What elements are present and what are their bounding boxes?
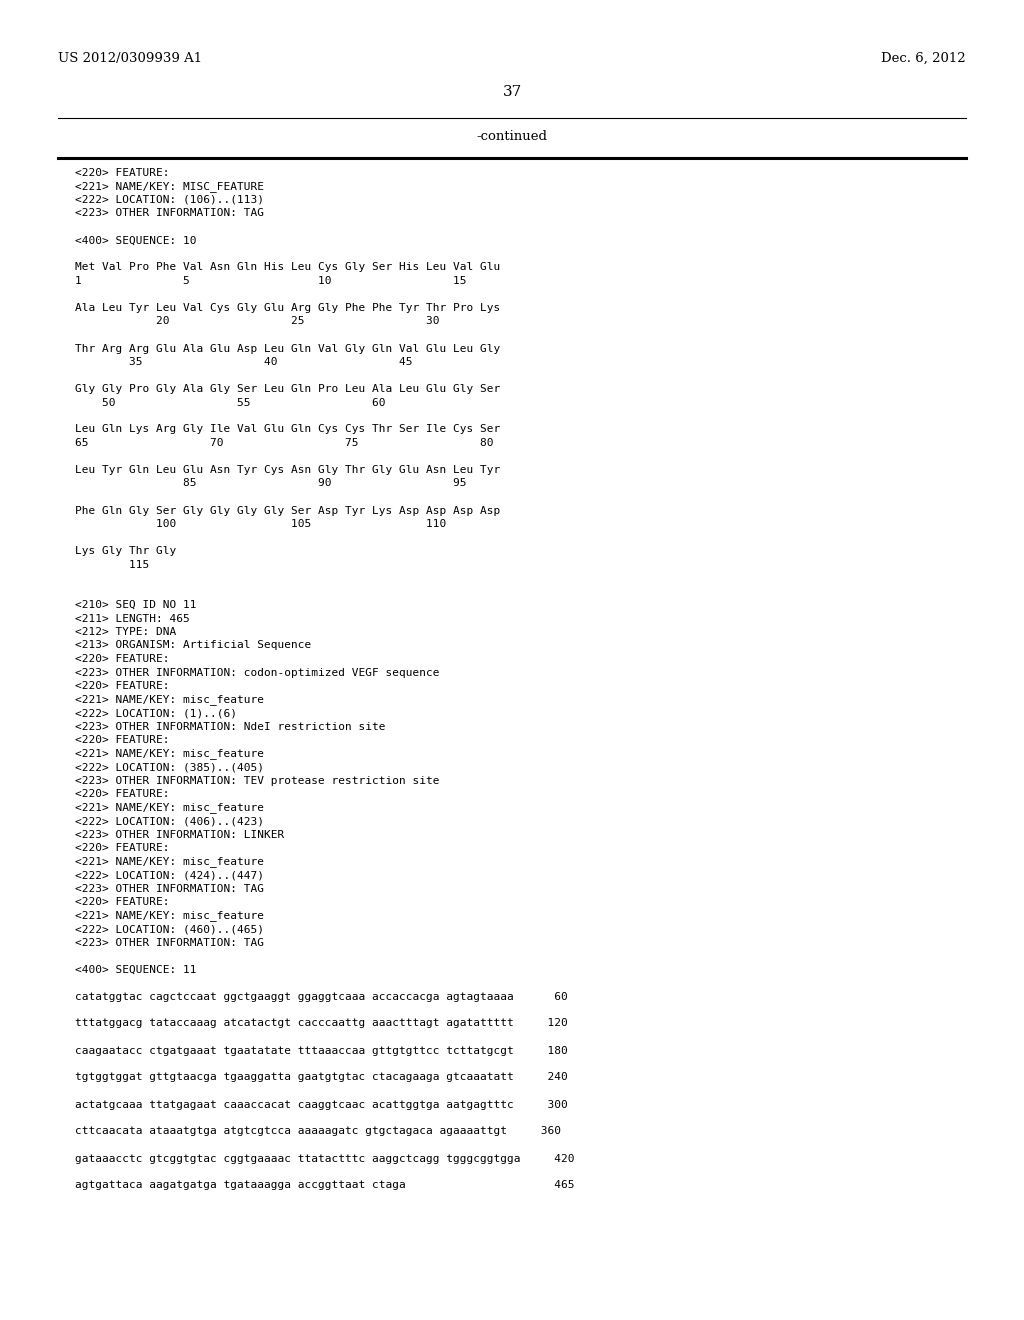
Text: <223> OTHER INFORMATION: TEV protease restriction site: <223> OTHER INFORMATION: TEV protease re… [75, 776, 439, 785]
Text: <221> NAME/KEY: misc_feature: <221> NAME/KEY: misc_feature [75, 857, 264, 867]
Text: agtgattaca aagatgatga tgataaagga accggttaat ctaga                      465: agtgattaca aagatgatga tgataaagga accggtt… [75, 1180, 574, 1191]
Text: <221> NAME/KEY: MISC_FEATURE: <221> NAME/KEY: MISC_FEATURE [75, 181, 264, 193]
Text: <211> LENGTH: 465: <211> LENGTH: 465 [75, 614, 189, 623]
Text: -continued: -continued [476, 129, 548, 143]
Text: actatgcaaa ttatgagaat caaaccacat caaggtcaac acattggtga aatgagtttc     300: actatgcaaa ttatgagaat caaaccacat caaggtc… [75, 1100, 567, 1110]
Text: <221> NAME/KEY: misc_feature: <221> NAME/KEY: misc_feature [75, 803, 264, 813]
Text: <221> NAME/KEY: misc_feature: <221> NAME/KEY: misc_feature [75, 911, 264, 921]
Text: <223> OTHER INFORMATION: TAG: <223> OTHER INFORMATION: TAG [75, 937, 264, 948]
Text: Met Val Pro Phe Val Asn Gln His Leu Cys Gly Ser His Leu Val Glu: Met Val Pro Phe Val Asn Gln His Leu Cys … [75, 263, 501, 272]
Text: 50                  55                  60: 50 55 60 [75, 397, 385, 408]
Text: US 2012/0309939 A1: US 2012/0309939 A1 [58, 51, 202, 65]
Text: <400> SEQUENCE: 10: <400> SEQUENCE: 10 [75, 235, 197, 246]
Text: 1               5                   10                  15: 1 5 10 15 [75, 276, 467, 286]
Text: Gly Gly Pro Gly Ala Gly Ser Leu Gln Pro Leu Ala Leu Glu Gly Ser: Gly Gly Pro Gly Ala Gly Ser Leu Gln Pro … [75, 384, 501, 393]
Text: 35                  40                  45: 35 40 45 [75, 356, 413, 367]
Text: <210> SEQ ID NO 11: <210> SEQ ID NO 11 [75, 601, 197, 610]
Text: <212> TYPE: DNA: <212> TYPE: DNA [75, 627, 176, 638]
Text: tgtggtggat gttgtaacga tgaaggatta gaatgtgtac ctacagaaga gtcaaatatt     240: tgtggtggat gttgtaacga tgaaggatta gaatgtg… [75, 1072, 567, 1082]
Text: 85                  90                  95: 85 90 95 [75, 479, 467, 488]
Text: Phe Gln Gly Ser Gly Gly Gly Gly Ser Asp Tyr Lys Asp Asp Asp Asp: Phe Gln Gly Ser Gly Gly Gly Gly Ser Asp … [75, 506, 501, 516]
Text: 115: 115 [75, 560, 150, 569]
Text: <221> NAME/KEY: misc_feature: <221> NAME/KEY: misc_feature [75, 748, 264, 759]
Text: Ala Leu Tyr Leu Val Cys Gly Glu Arg Gly Phe Phe Tyr Thr Pro Lys: Ala Leu Tyr Leu Val Cys Gly Glu Arg Gly … [75, 304, 501, 313]
Text: gataaacctc gtcggtgtac cggtgaaaac ttatactttc aaggctcagg tgggcggtgga     420: gataaacctc gtcggtgtac cggtgaaaac ttatact… [75, 1154, 574, 1163]
Text: Dec. 6, 2012: Dec. 6, 2012 [882, 51, 966, 65]
Text: 20                  25                  30: 20 25 30 [75, 317, 439, 326]
Text: <220> FEATURE:: <220> FEATURE: [75, 681, 170, 690]
Text: <213> ORGANISM: Artificial Sequence: <213> ORGANISM: Artificial Sequence [75, 640, 311, 651]
Text: 65                  70                  75                  80: 65 70 75 80 [75, 438, 494, 447]
Text: 37: 37 [503, 84, 521, 99]
Text: <223> OTHER INFORMATION: LINKER: <223> OTHER INFORMATION: LINKER [75, 829, 285, 840]
Text: <222> LOCATION: (385)..(405): <222> LOCATION: (385)..(405) [75, 762, 264, 772]
Text: <222> LOCATION: (106)..(113): <222> LOCATION: (106)..(113) [75, 195, 264, 205]
Text: <400> SEQUENCE: 11: <400> SEQUENCE: 11 [75, 965, 197, 974]
Text: Lys Gly Thr Gly: Lys Gly Thr Gly [75, 546, 176, 556]
Text: 100                 105                 110: 100 105 110 [75, 519, 446, 529]
Text: <222> LOCATION: (424)..(447): <222> LOCATION: (424)..(447) [75, 870, 264, 880]
Text: <220> FEATURE:: <220> FEATURE: [75, 653, 170, 664]
Text: <220> FEATURE:: <220> FEATURE: [75, 843, 170, 853]
Text: Thr Arg Arg Glu Ala Glu Asp Leu Gln Val Gly Gln Val Glu Leu Gly: Thr Arg Arg Glu Ala Glu Asp Leu Gln Val … [75, 343, 501, 354]
Text: <223> OTHER INFORMATION: codon-optimized VEGF sequence: <223> OTHER INFORMATION: codon-optimized… [75, 668, 439, 677]
Text: <222> LOCATION: (406)..(423): <222> LOCATION: (406)..(423) [75, 816, 264, 826]
Text: catatggtac cagctccaat ggctgaaggt ggaggtcaaa accaccacga agtagtaaaa      60: catatggtac cagctccaat ggctgaaggt ggaggtc… [75, 991, 567, 1002]
Text: <222> LOCATION: (1)..(6): <222> LOCATION: (1)..(6) [75, 708, 237, 718]
Text: <222> LOCATION: (460)..(465): <222> LOCATION: (460)..(465) [75, 924, 264, 935]
Text: <223> OTHER INFORMATION: NdeI restriction site: <223> OTHER INFORMATION: NdeI restrictio… [75, 722, 385, 731]
Text: cttcaacata ataaatgtga atgtcgtcca aaaaagatc gtgctagaca agaaaattgt     360: cttcaacata ataaatgtga atgtcgtcca aaaaaga… [75, 1126, 561, 1137]
Text: tttatggacg tataccaaag atcatactgt cacccaattg aaactttagt agatattttt     120: tttatggacg tataccaaag atcatactgt cacccaa… [75, 1019, 567, 1028]
Text: <223> OTHER INFORMATION: TAG: <223> OTHER INFORMATION: TAG [75, 883, 264, 894]
Text: Leu Gln Lys Arg Gly Ile Val Glu Gln Cys Cys Thr Ser Ile Cys Ser: Leu Gln Lys Arg Gly Ile Val Glu Gln Cys … [75, 425, 501, 434]
Text: <223> OTHER INFORMATION: TAG: <223> OTHER INFORMATION: TAG [75, 209, 264, 219]
Text: <220> FEATURE:: <220> FEATURE: [75, 168, 170, 178]
Text: Leu Tyr Gln Leu Glu Asn Tyr Cys Asn Gly Thr Gly Glu Asn Leu Tyr: Leu Tyr Gln Leu Glu Asn Tyr Cys Asn Gly … [75, 465, 501, 475]
Text: <220> FEATURE:: <220> FEATURE: [75, 898, 170, 907]
Text: <220> FEATURE:: <220> FEATURE: [75, 735, 170, 744]
Text: caagaatacc ctgatgaaat tgaatatate tttaaaccaa gttgtgttcc tcttatgcgt     180: caagaatacc ctgatgaaat tgaatatate tttaaac… [75, 1045, 567, 1056]
Text: <221> NAME/KEY: misc_feature: <221> NAME/KEY: misc_feature [75, 694, 264, 705]
Text: <220> FEATURE:: <220> FEATURE: [75, 789, 170, 799]
